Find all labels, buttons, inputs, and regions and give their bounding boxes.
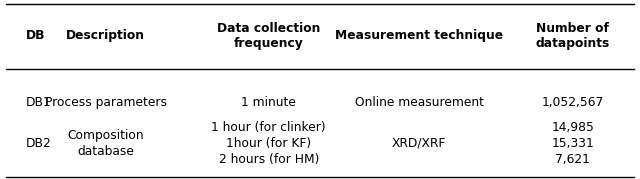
Text: 14,985
15,331
7,621: 14,985 15,331 7,621 <box>552 121 594 166</box>
Text: 1 hour (for clinker)
1hour (for KF)
2 hours (for HM): 1 hour (for clinker) 1hour (for KF) 2 ho… <box>211 121 326 166</box>
Text: 1 minute: 1 minute <box>241 96 296 108</box>
Text: XRD/XRF: XRD/XRF <box>392 137 446 150</box>
Text: DB2: DB2 <box>26 137 51 150</box>
Text: Data collection
frequency: Data collection frequency <box>217 22 321 50</box>
Text: DB: DB <box>26 29 45 42</box>
Text: Composition
database: Composition database <box>67 129 144 158</box>
Text: 1,052,567: 1,052,567 <box>541 96 604 108</box>
Text: Description: Description <box>66 29 145 42</box>
Text: Number of
datapoints: Number of datapoints <box>536 22 610 50</box>
Text: Online measurement: Online measurement <box>355 96 484 108</box>
Text: DB1: DB1 <box>26 96 51 108</box>
Text: Measurement technique: Measurement technique <box>335 29 503 42</box>
Text: Process parameters: Process parameters <box>45 96 166 108</box>
